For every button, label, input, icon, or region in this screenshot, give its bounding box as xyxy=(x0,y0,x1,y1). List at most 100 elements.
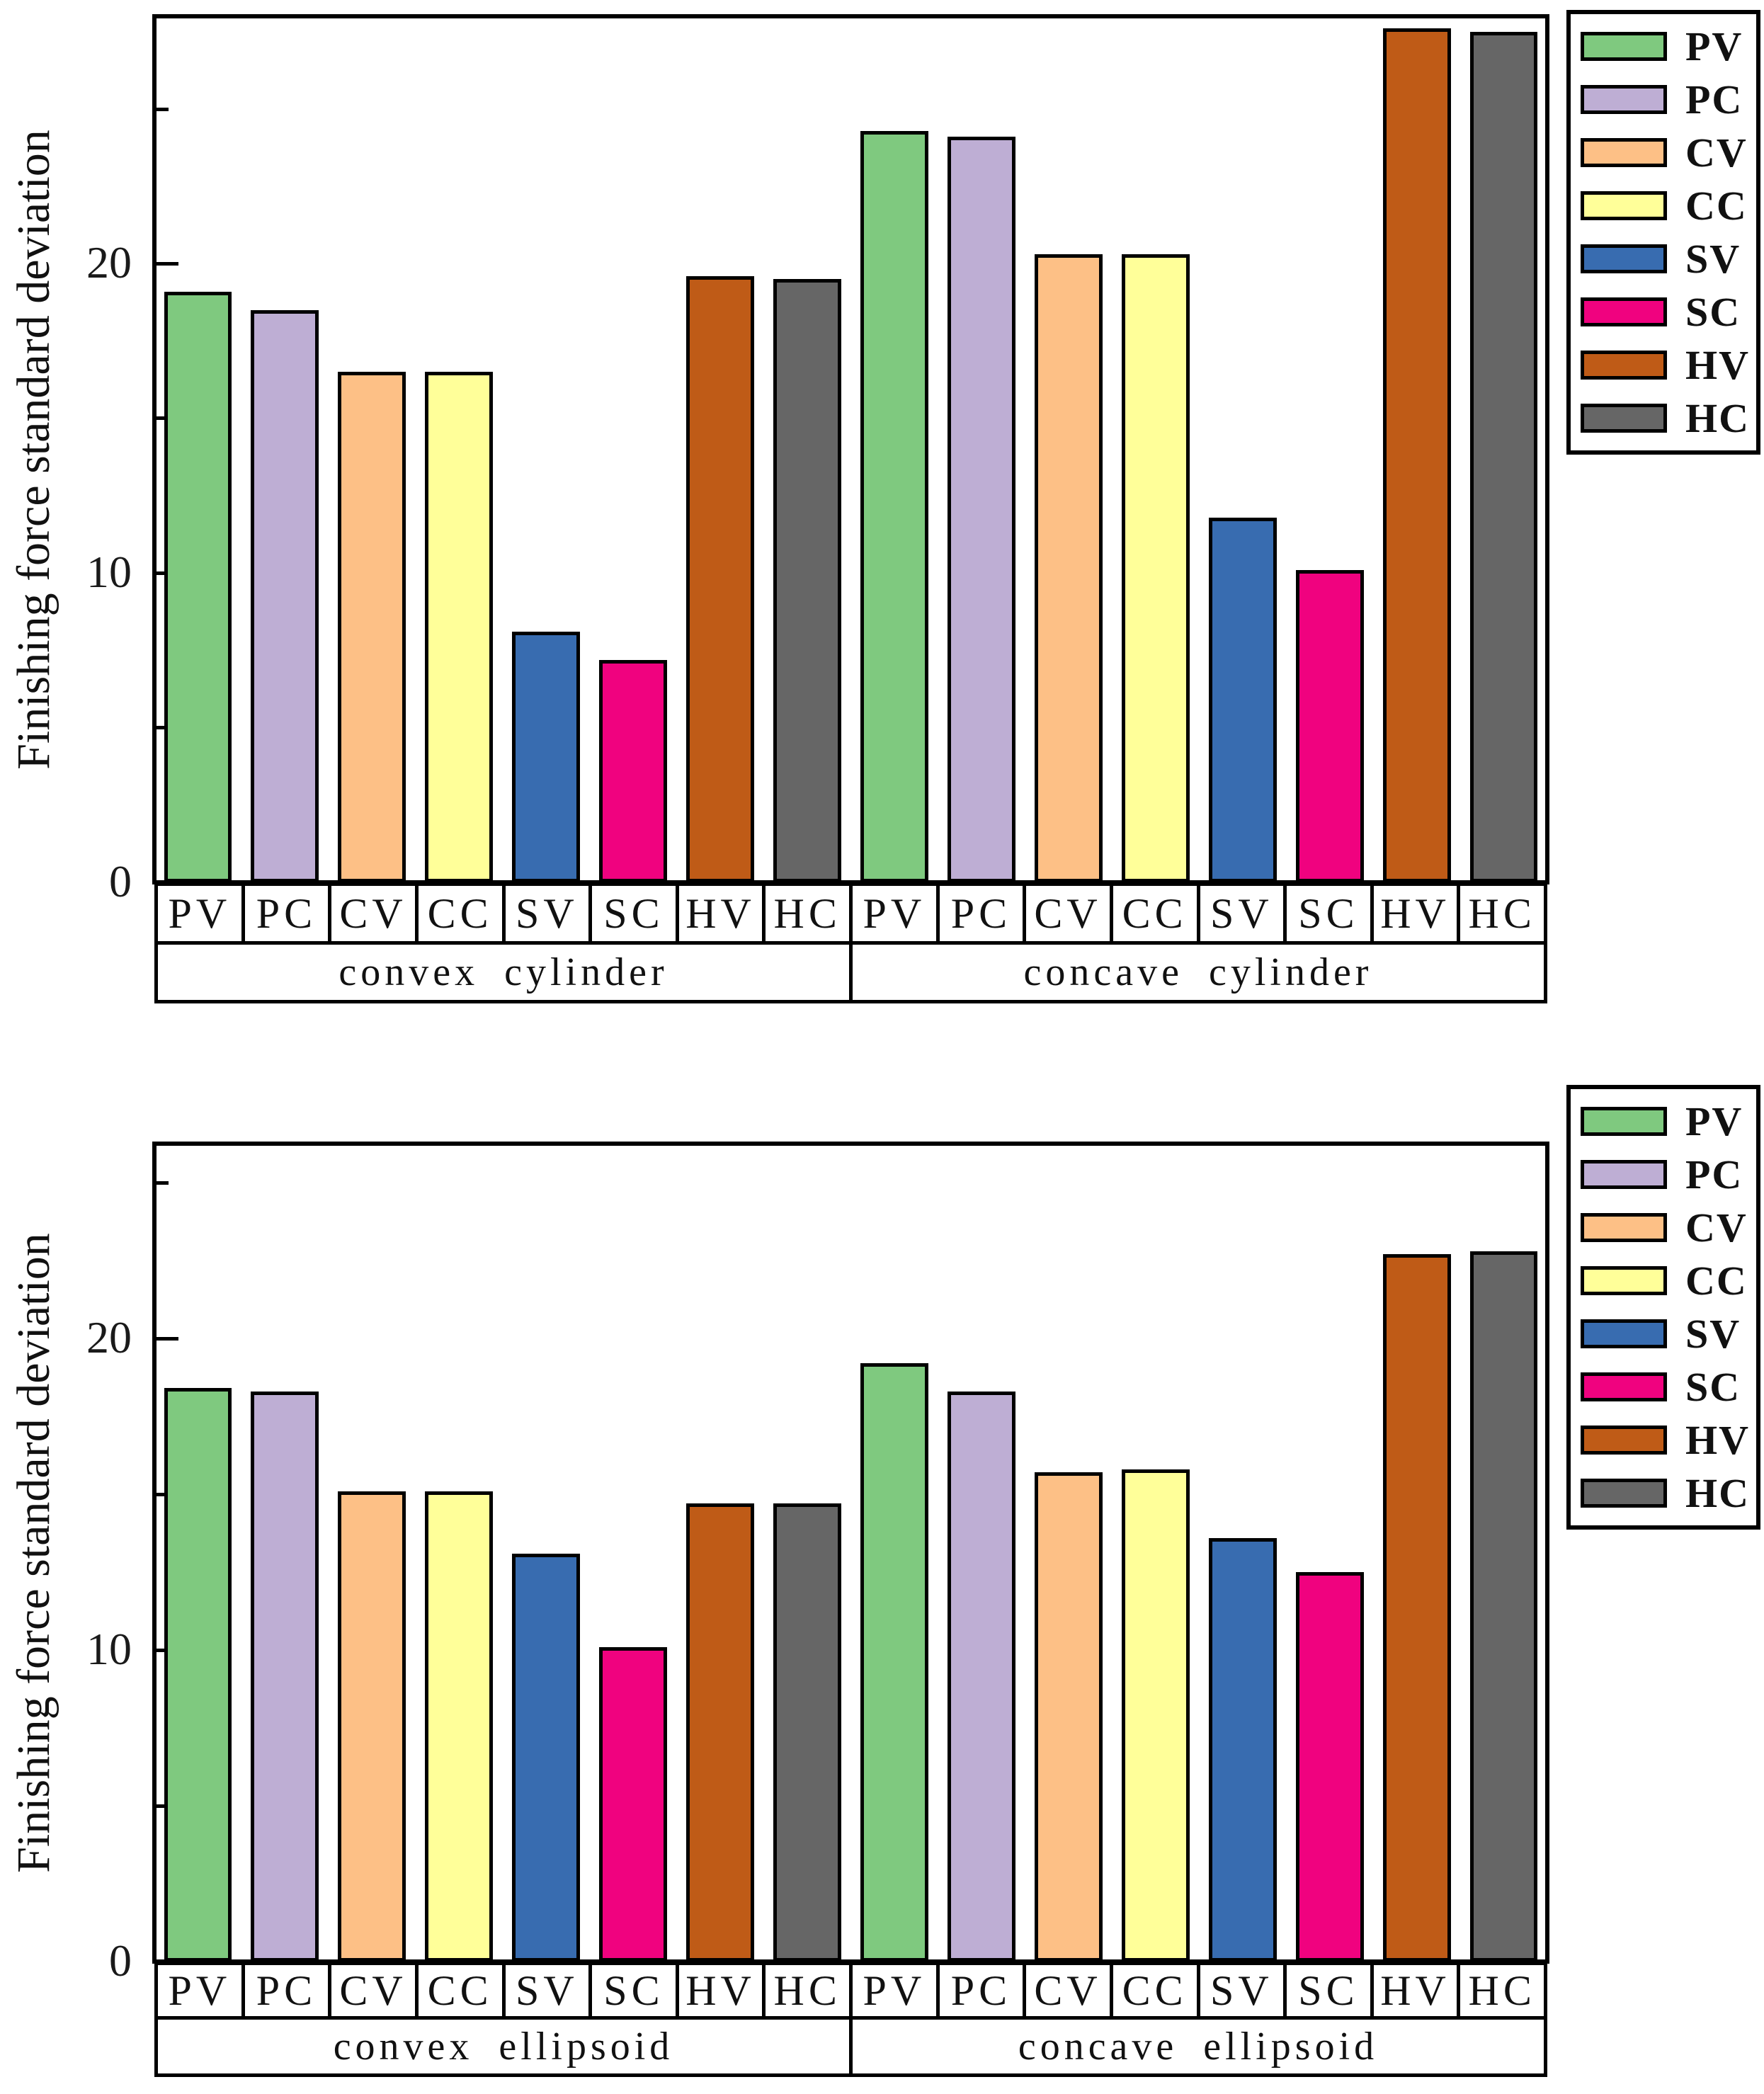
bar-hc-concave-ellipsoid xyxy=(1469,1251,1538,1962)
legend-label: HC xyxy=(1685,395,1750,441)
y-axis-tick-label: 0 xyxy=(109,856,132,906)
x-category-label: HV xyxy=(1374,886,1461,941)
bar-cv-concave-cylinder xyxy=(1034,254,1103,882)
x-category-label: SC xyxy=(592,886,679,941)
x-group-label: concave cylinder xyxy=(1023,950,1373,994)
y-axis-tick-label: 10 xyxy=(86,547,132,598)
plot-frame-right xyxy=(1545,14,1549,884)
legend-item-pc: PC xyxy=(1581,1151,1748,1198)
bar-hv-concave-ellipsoid xyxy=(1382,1254,1451,1962)
x-group-label-row: convex ellipsoid concave ellipsoid xyxy=(154,2016,1547,2077)
legend-label: SC xyxy=(1685,289,1741,335)
bar-sv-convex-ellipsoid xyxy=(512,1553,581,1962)
y-axis-major-tick xyxy=(154,261,178,266)
legend-label: HV xyxy=(1685,1417,1750,1463)
legend-swatch-hc xyxy=(1581,404,1667,433)
bar-sv-concave-cylinder xyxy=(1208,517,1277,882)
x-category-label: PC xyxy=(245,1965,332,2016)
legend-swatch-sc xyxy=(1581,1372,1667,1401)
x-category-label: HC xyxy=(1468,889,1536,937)
legend-item-sv: SV xyxy=(1581,235,1748,283)
x-category-label: HC xyxy=(766,1965,853,2016)
legend-item-cc: CC xyxy=(1581,1257,1748,1304)
bar-cv-convex-cylinder xyxy=(338,372,406,882)
x-category-label-row: PV PC CV CC SV SC HV HC PV PC CV CC SV SC HV HC xyxy=(154,1962,1547,2020)
bar-hv-convex-ellipsoid xyxy=(686,1503,755,1962)
bar-pv-concave-cylinder xyxy=(860,130,928,882)
bar-cv-convex-ellipsoid xyxy=(338,1491,406,1962)
legend-label: SV xyxy=(1685,236,1741,282)
legend-swatch-pv xyxy=(1581,1107,1667,1136)
plot-frame-left xyxy=(152,14,157,884)
bar-sc-concave-ellipsoid xyxy=(1295,1572,1364,1962)
x-category-label: PC xyxy=(940,1965,1027,2016)
y-axis-title: Finishing force standard deviation xyxy=(8,1232,59,1873)
y-axis-minor-tick xyxy=(154,416,169,421)
legend-label: HV xyxy=(1685,342,1750,388)
x-category-label: SC xyxy=(1287,1965,1374,2016)
legend-item-cv: CV xyxy=(1581,129,1748,176)
legend-box: PV PC CV CC SV SC HV HC xyxy=(1566,10,1760,455)
x-category-label: PV xyxy=(853,1965,940,2016)
legend-item-cc: CC xyxy=(1581,182,1748,229)
plot-frame-right xyxy=(1545,1142,1549,1964)
legend-item-pv: PV xyxy=(1581,1098,1748,1145)
legend-swatch-sv xyxy=(1581,244,1667,273)
bar-sc-concave-cylinder xyxy=(1295,569,1364,882)
x-category-label: PV xyxy=(158,1965,245,2016)
x-category-label: SV xyxy=(506,886,593,941)
x-category-label: CV xyxy=(331,886,419,941)
legend-swatch-cc xyxy=(1581,1266,1667,1295)
x-category-label: CV xyxy=(1026,886,1113,941)
x-group-label: convex ellipsoid xyxy=(158,2020,853,2073)
plot-frame-top xyxy=(152,1142,1549,1146)
legend-item-cv: CV xyxy=(1581,1204,1748,1251)
bar-pc-concave-cylinder xyxy=(947,137,1015,882)
legend-label: PC xyxy=(1685,1151,1743,1197)
bar-pv-convex-cylinder xyxy=(164,291,232,882)
y-axis-title: Finishing force standard deviation xyxy=(8,129,59,770)
bar-hv-concave-cylinder xyxy=(1382,28,1451,882)
legend-swatch-pc xyxy=(1581,1160,1667,1189)
y-axis-minor-tick xyxy=(154,726,169,730)
legend-item-hc: HC xyxy=(1581,394,1748,442)
x-category-label: SC xyxy=(592,1965,679,2016)
plot-frame-top xyxy=(152,14,1549,18)
x-category-label-row: PV PC CV CC SV SC HV HC PV PC CV CC SV SC HV HC xyxy=(154,882,1547,945)
bar-pc-convex-cylinder xyxy=(251,309,319,882)
bar-hc-concave-cylinder xyxy=(1469,31,1538,882)
legend-label: PV xyxy=(1685,1098,1743,1144)
legend-item-pv: PV xyxy=(1581,23,1748,70)
legend-box: PV PC CV CC SV SC HV HC xyxy=(1566,1085,1760,1530)
x-category-label: CC xyxy=(1113,1965,1200,2016)
x-category-label: HV xyxy=(1374,1965,1461,2016)
x-category-label: PV xyxy=(158,886,245,941)
x-group-label-row: convex cylinder concave cylinder xyxy=(154,941,1547,1003)
legend-item-hv: HV xyxy=(1581,341,1748,389)
legend-swatch-sv xyxy=(1581,1319,1667,1348)
legend-swatch-sc xyxy=(1581,297,1667,326)
legend-label: CV xyxy=(1685,1205,1748,1251)
y-axis-tick-label: 10 xyxy=(86,1624,132,1674)
x-category-label: CC xyxy=(1113,886,1200,941)
y-axis-minor-tick xyxy=(154,1492,169,1496)
y-axis-tick-label: 0 xyxy=(109,1935,132,1986)
legend-swatch-pv xyxy=(1581,32,1667,61)
legend-item-pc: PC xyxy=(1581,76,1748,123)
legend-label: CC xyxy=(1685,1258,1748,1304)
legend-swatch-cv xyxy=(1581,138,1667,167)
bar-pc-convex-ellipsoid xyxy=(251,1391,319,1962)
legend-item-sc: SC xyxy=(1581,288,1748,336)
y-axis-major-tick xyxy=(154,1336,178,1341)
x-category-label: PC xyxy=(245,886,332,941)
legend-swatch-cv xyxy=(1581,1213,1667,1242)
y-axis-tick-label: 20 xyxy=(86,237,132,288)
x-group-label: convex cylinder xyxy=(158,945,853,1000)
bar-sc-convex-cylinder xyxy=(599,659,668,882)
legend-label: CV xyxy=(1685,130,1748,176)
plot-frame-left xyxy=(152,1142,157,1964)
legend-label: PV xyxy=(1685,23,1743,69)
bar-cc-concave-ellipsoid xyxy=(1121,1469,1190,1962)
x-category-label: SV xyxy=(506,1965,593,2016)
